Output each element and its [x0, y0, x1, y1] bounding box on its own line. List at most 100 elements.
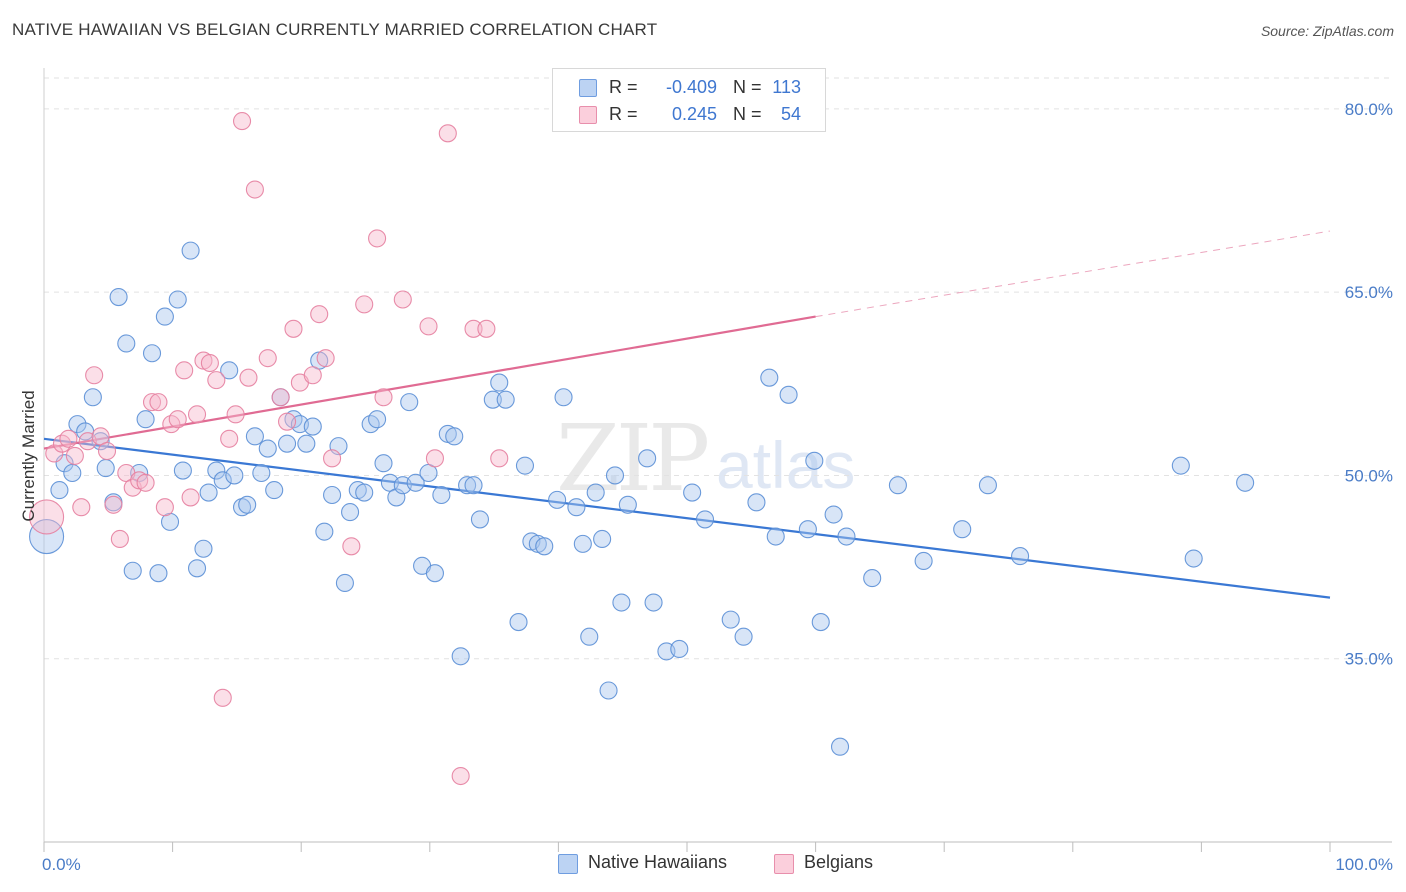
data-point	[341, 503, 360, 522]
data-point	[863, 569, 882, 588]
legend-swatch-belgians	[579, 106, 597, 124]
data-point	[406, 473, 425, 492]
data-point	[155, 498, 174, 517]
data-point	[220, 429, 239, 448]
data-point	[779, 385, 798, 404]
data-point	[123, 561, 142, 580]
data-point	[721, 610, 740, 629]
data-point	[400, 393, 419, 412]
data-point	[490, 373, 509, 392]
data-point	[888, 476, 907, 495]
chart-title: NATIVE HAWAIIAN VS BELGIAN CURRENTLY MAR…	[12, 20, 658, 39]
data-point	[168, 290, 187, 309]
data-point	[63, 463, 82, 483]
data-point	[586, 483, 605, 502]
data-point	[464, 319, 483, 338]
stats-row-native-hawaiians: R = -0.409 N = 113	[553, 75, 825, 101]
series-1-points	[29, 112, 509, 786]
data-point	[323, 449, 342, 468]
y-tick-label: 80.0%	[1345, 100, 1393, 119]
data-point	[509, 613, 528, 632]
data-point	[766, 527, 785, 546]
data-point	[470, 510, 490, 529]
data-point	[50, 481, 69, 500]
data-point	[297, 434, 316, 453]
data-point	[535, 537, 554, 556]
data-point	[136, 473, 155, 492]
data-point	[824, 505, 843, 524]
data-point	[573, 534, 592, 553]
data-point	[567, 498, 586, 517]
data-point	[554, 388, 573, 407]
data-point	[638, 449, 657, 468]
legend-swatch-native-hawaiians	[579, 79, 597, 97]
r-label: R =	[609, 104, 638, 124]
data-point	[200, 353, 219, 373]
data-point	[670, 639, 689, 658]
watermark-atlas: atlas	[716, 428, 855, 502]
data-point	[213, 471, 232, 490]
data-point	[239, 368, 258, 387]
data-point	[187, 559, 207, 578]
legend-swatch-belgians	[774, 854, 794, 874]
r-label: R =	[609, 77, 638, 97]
y-axis-label: Currently Married	[19, 390, 38, 521]
data-point	[104, 495, 123, 514]
data-point	[953, 520, 972, 539]
data-point	[110, 529, 129, 549]
y-tick-label: 35.0%	[1345, 650, 1393, 669]
data-point	[187, 405, 207, 424]
data-point	[342, 537, 361, 556]
data-point	[252, 463, 271, 483]
data-point	[303, 417, 322, 436]
data-point	[136, 410, 155, 429]
data-point	[168, 410, 187, 429]
data-point	[96, 459, 115, 478]
n-label: N =	[733, 104, 762, 124]
data-point	[798, 520, 817, 539]
data-point	[914, 551, 933, 571]
data-point	[425, 449, 444, 468]
x-tick-labels: 0.0% 100.0%	[42, 855, 1393, 874]
data-point	[683, 483, 702, 502]
data-point	[207, 371, 226, 390]
data-point	[29, 518, 65, 555]
data-point	[72, 498, 91, 517]
series-legend: Native Hawaiians Belgians	[0, 852, 1406, 878]
axes	[43, 68, 1392, 852]
legend-label: Native Hawaiians	[588, 852, 728, 872]
data-point	[181, 488, 200, 507]
data-point	[368, 410, 387, 429]
data-point	[278, 434, 297, 453]
data-point	[109, 287, 128, 307]
legend-swatch-native-hawaiians	[558, 854, 578, 874]
r-value: -0.409	[665, 77, 717, 97]
data-point	[310, 305, 329, 324]
data-point	[1184, 549, 1203, 568]
data-point	[464, 476, 483, 495]
data-point	[142, 393, 162, 412]
data-point	[393, 290, 412, 309]
data-point	[83, 388, 102, 407]
data-point	[805, 451, 824, 470]
data-point	[605, 466, 625, 485]
data-point	[323, 485, 342, 505]
y-tick-labels: 35.0% 50.0% 65.0% 80.0%	[1345, 100, 1393, 669]
data-point	[837, 527, 856, 546]
data-point	[419, 317, 438, 336]
y-tick-label: 50.0%	[1345, 466, 1393, 485]
data-point	[1011, 547, 1030, 566]
watermark: ZIP atlas	[556, 405, 855, 512]
data-point	[303, 366, 322, 385]
r-value: 0.245	[671, 104, 717, 124]
n-value: 113	[772, 77, 801, 97]
data-point	[580, 627, 599, 646]
data-point	[451, 766, 470, 786]
data-point	[155, 307, 174, 326]
data-point	[245, 427, 264, 446]
chart-source: Source: ZipAtlas.com	[1260, 23, 1394, 39]
data-point	[548, 490, 567, 509]
y-tick-label: 65.0%	[1345, 283, 1393, 302]
data-point	[374, 388, 393, 407]
